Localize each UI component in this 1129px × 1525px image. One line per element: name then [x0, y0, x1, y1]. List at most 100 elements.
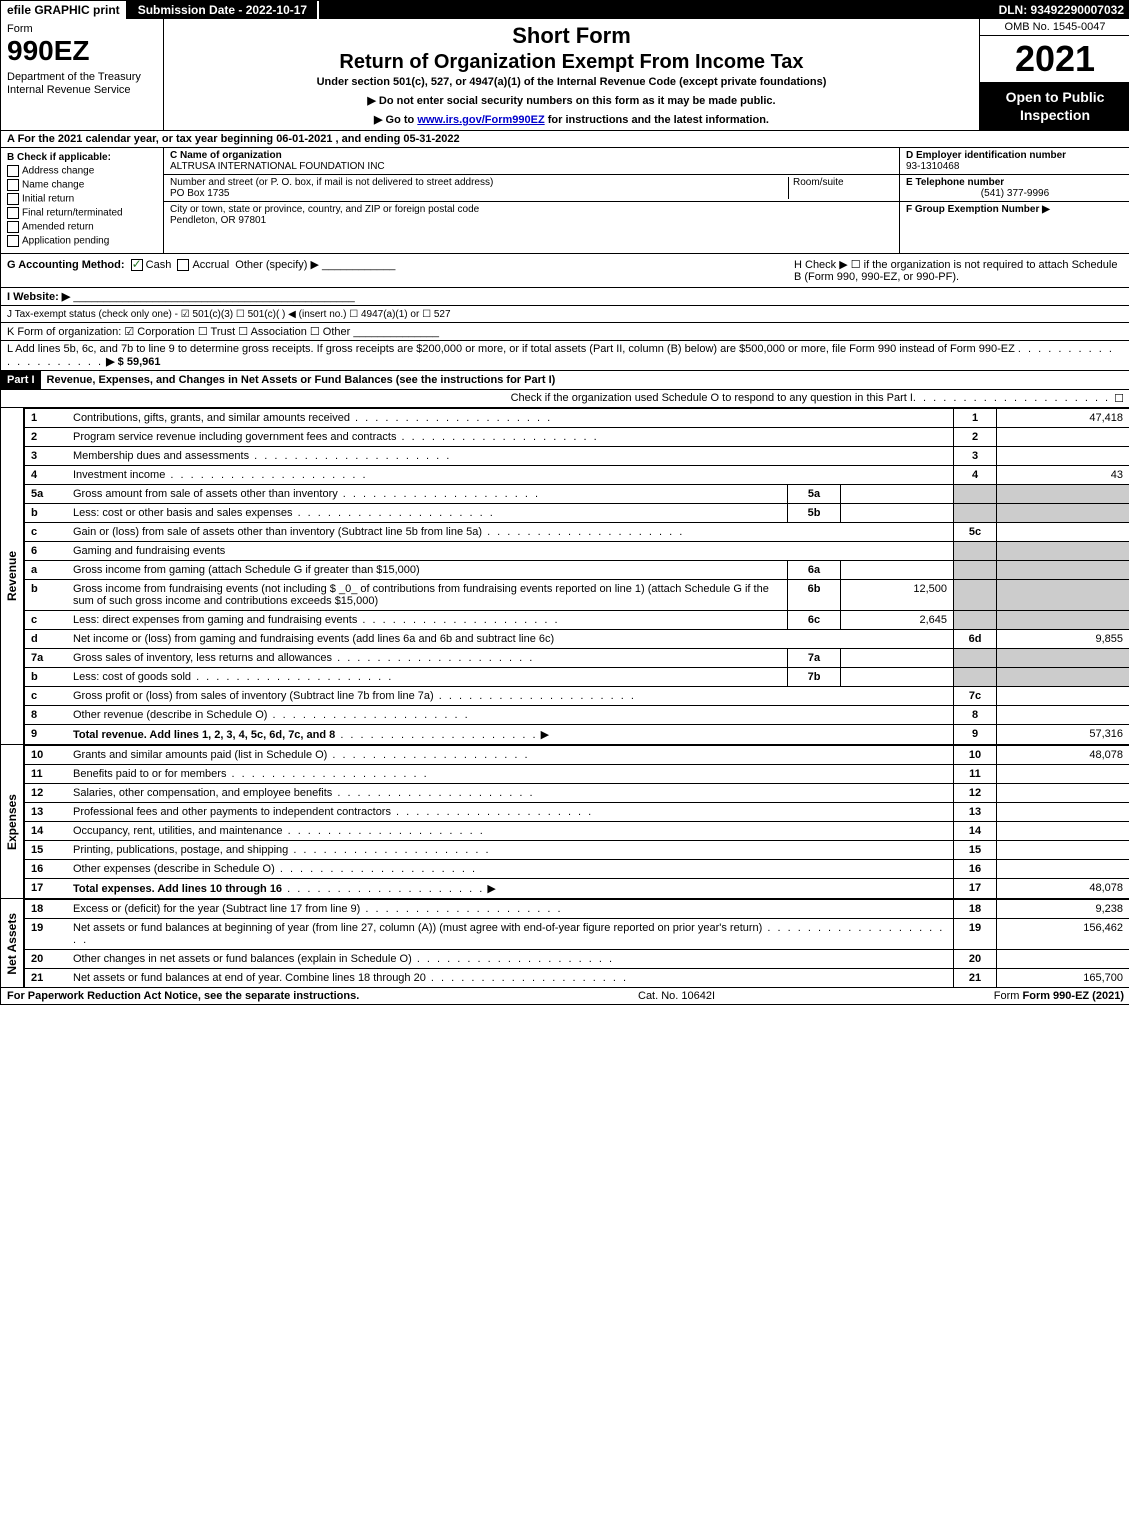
lbl-address-change: Address change: [22, 166, 94, 177]
ein-value: 93-1310468: [906, 161, 959, 172]
cb-initial-return[interactable]: [7, 193, 19, 205]
name-label: C Name of organization: [170, 150, 282, 161]
cb-amended[interactable]: [7, 221, 19, 233]
lbl-amended: Amended return: [22, 222, 94, 233]
form-footer: For Paperwork Reduction Act Notice, see …: [1, 988, 1129, 1004]
revenue-section: Revenue 1 Contributions, gifts, grants, …: [1, 408, 1129, 745]
section-l-text: L Add lines 5b, 6c, and 7b to line 9 to …: [7, 343, 1015, 355]
revenue-table: 1 Contributions, gifts, grants, and simi…: [24, 408, 1129, 745]
net-assets-section: Net Assets 18 Excess or (deficit) for th…: [1, 899, 1129, 988]
line-7a: 7a Gross sales of inventory, less return…: [25, 649, 1129, 668]
section-l: L Add lines 5b, 6c, and 7b to line 9 to …: [1, 341, 1129, 371]
arrow-icon: ▶: [541, 729, 549, 741]
line-21: 21 Net assets or fund balances at end of…: [25, 969, 1129, 988]
line-19: 19 Net assets or fund balances at beginn…: [25, 919, 1129, 950]
form-header: Form 990EZ Department of the Treasury In…: [1, 19, 1129, 131]
sections-g-h: G Accounting Method: Cash Accrual Other …: [1, 254, 1129, 288]
cb-address-change[interactable]: [7, 165, 19, 177]
top-bar: efile GRAPHIC print Submission Date - 20…: [1, 1, 1129, 19]
section-a-text: A For the 2021 calendar year, or tax yea…: [7, 133, 460, 145]
lbl-initial-return: Initial return: [22, 194, 74, 205]
line-6a: a Gross income from gaming (attach Sched…: [25, 561, 1129, 580]
city-value: Pendleton, OR 97801: [170, 215, 266, 226]
revenue-side-label: Revenue: [1, 408, 24, 745]
line-16: 16 Other expenses (describe in Schedule …: [25, 860, 1129, 879]
line-3: 3 Membership dues and assessments 3: [25, 447, 1129, 466]
net-assets-table: 18 Excess or (deficit) for the year (Sub…: [24, 899, 1129, 988]
street-value: PO Box 1735: [170, 188, 229, 199]
line-18: 18 Excess or (deficit) for the year (Sub…: [25, 900, 1129, 919]
line-5b: b Less: cost or other basis and sales ex…: [25, 504, 1129, 523]
line-12: 12 Salaries, other compensation, and emp…: [25, 784, 1129, 803]
department: Department of the Treasury Internal Reve…: [7, 71, 157, 97]
line-17: 17 Total expenses. Add lines 10 through …: [25, 879, 1129, 899]
sections-d-e-f: D Employer identification number 93-1310…: [899, 148, 1129, 253]
part-1-check-text: Check if the organization used Schedule …: [511, 392, 913, 404]
header-center: Short Form Return of Organization Exempt…: [164, 19, 980, 130]
part-1-badge: Part I: [1, 371, 41, 389]
line-11: 11 Benefits paid to or for members 11: [25, 765, 1129, 784]
line-9: 9 Total revenue. Add lines 1, 2, 3, 4, 5…: [25, 725, 1129, 745]
form-number: 990EZ: [7, 35, 157, 67]
section-a-calendar-year: A For the 2021 calendar year, or tax yea…: [1, 131, 1129, 148]
section-b: B Check if applicable: Address change Na…: [1, 148, 164, 253]
section-g: G Accounting Method: Cash Accrual Other …: [7, 258, 786, 283]
line-7b: b Less: cost of goods sold 7b: [25, 668, 1129, 687]
part-1-checkbox[interactable]: ☐: [1114, 392, 1124, 405]
line-2: 2 Program service revenue including gove…: [25, 428, 1129, 447]
line-13: 13 Professional fees and other payments …: [25, 803, 1129, 822]
ein-label: D Employer identification number: [906, 150, 1066, 161]
form-of-organization: K Form of organization: ☑ Corporation ☐ …: [7, 326, 350, 338]
website-label: I Website: ▶: [7, 291, 70, 303]
part-1-header-row: Part I Revenue, Expenses, and Changes in…: [1, 371, 1129, 390]
irs-link[interactable]: www.irs.gov/Form990EZ: [417, 114, 544, 126]
lbl-accrual: Accrual: [192, 259, 229, 271]
arrow-icon: ▶: [487, 883, 495, 895]
tax-year: 2021: [980, 36, 1129, 82]
sections-b-through-f: B Check if applicable: Address change Na…: [1, 148, 1129, 254]
form-label: Form: [7, 23, 157, 35]
section-b-label: B Check if applicable:: [7, 152, 111, 163]
tax-exempt-status: J Tax-exempt status (check only one) - ☑…: [7, 309, 451, 320]
lbl-application-pending: Application pending: [22, 236, 109, 247]
section-i: I Website: ▶ ___________________________…: [1, 288, 1129, 306]
line-15: 15 Printing, publications, postage, and …: [25, 841, 1129, 860]
line-14: 14 Occupancy, rent, utilities, and maint…: [25, 822, 1129, 841]
expenses-table: 10 Grants and similar amounts paid (list…: [24, 745, 1129, 899]
phone-value: (541) 377-9996: [981, 188, 1049, 199]
header-right: OMB No. 1545-0047 2021 Open to Public In…: [980, 19, 1129, 130]
expenses-side-label: Expenses: [1, 745, 24, 899]
section-l-amount: ▶ $ 59,961: [106, 356, 160, 368]
catalog-number: Cat. No. 10642I: [638, 990, 715, 1002]
cb-final-return[interactable]: [7, 207, 19, 219]
street-label: Number and street (or P. O. box, if mail…: [170, 177, 493, 188]
accounting-method-label: G Accounting Method:: [7, 259, 125, 271]
line-20: 20 Other changes in net assets or fund b…: [25, 950, 1129, 969]
part-1-check-row: Check if the organization used Schedule …: [1, 390, 1129, 408]
expenses-section: Expenses 10 Grants and similar amounts p…: [1, 745, 1129, 899]
lbl-final-return: Final return/terminated: [22, 208, 123, 219]
cb-cash[interactable]: [131, 259, 143, 271]
efile-print[interactable]: efile GRAPHIC print: [1, 1, 128, 19]
line-6b: b Gross income from fundraising events (…: [25, 580, 1129, 611]
section-j: J Tax-exempt status (check only one) - ☑…: [1, 306, 1129, 323]
cb-accrual[interactable]: [177, 259, 189, 271]
line-1: 1 Contributions, gifts, grants, and simi…: [25, 409, 1129, 428]
phone-label: E Telephone number: [906, 177, 1004, 188]
line-4: 4 Investment income 4 43: [25, 466, 1129, 485]
open-to-public: Open to Public Inspection: [980, 82, 1129, 130]
lbl-other: Other (specify) ▶: [235, 259, 319, 271]
section-h: H Check ▶ ☐ if the organization is not r…: [786, 258, 1124, 283]
paperwork-notice: For Paperwork Reduction Act Notice, see …: [7, 990, 359, 1002]
city-label: City or town, state or province, country…: [170, 204, 479, 215]
line-5a: 5a Gross amount from sale of assets othe…: [25, 485, 1129, 504]
line-6d: d Net income or (loss) from gaming and f…: [25, 630, 1129, 649]
subtitle: Under section 501(c), 527, or 4947(a)(1)…: [170, 76, 973, 88]
title-short-form: Short Form: [170, 23, 973, 49]
instructions-link-row: ▶ Go to www.irs.gov/Form990EZ for instru…: [170, 113, 973, 126]
cb-application-pending[interactable]: [7, 235, 19, 247]
section-k: K Form of organization: ☑ Corporation ☐ …: [1, 323, 1129, 341]
cb-name-change[interactable]: [7, 179, 19, 191]
line-6c: c Less: direct expenses from gaming and …: [25, 611, 1129, 630]
line-8: 8 Other revenue (describe in Schedule O)…: [25, 706, 1129, 725]
